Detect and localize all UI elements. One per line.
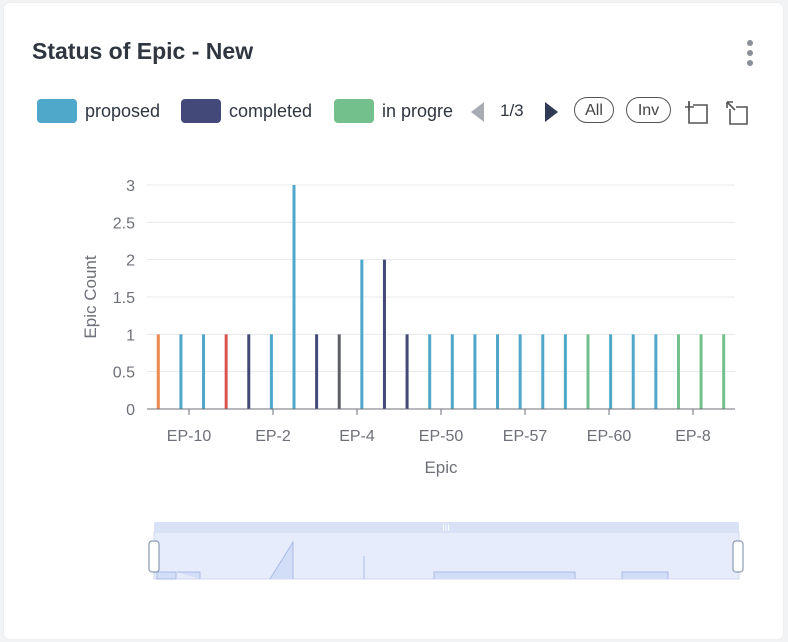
data-zoom-preview (156, 540, 669, 580)
chart-title: Status of Epic - New (32, 38, 254, 64)
data-zoom-left-handle[interactable] (148, 540, 160, 573)
legend-swatch (334, 99, 374, 123)
legend-page-indicator: 1/3 (500, 101, 524, 120)
data-zoom-handle-bar (154, 522, 739, 533)
data-zoom-right-handle[interactable] (732, 540, 744, 573)
inverse-select-button[interactable]: Inv (626, 97, 671, 123)
legend-item-proposed[interactable]: proposed (37, 99, 172, 123)
zoom-reset-icon[interactable] (724, 99, 750, 127)
select-all-button[interactable]: All (574, 97, 614, 123)
legend-label: proposed (85, 101, 161, 121)
legend-label: completed (229, 101, 313, 121)
triangle-right-icon[interactable] (543, 101, 559, 123)
triangle-left-icon[interactable] (470, 101, 486, 123)
zoom-select-icon[interactable] (683, 99, 709, 127)
data-zoom-slider[interactable]: III (148, 522, 744, 580)
legend-item-in-progress[interactable]: in progre (334, 99, 454, 123)
more-vertical-icon[interactable] (742, 38, 758, 68)
data-zoom-grip: III (442, 523, 450, 533)
legend-swatch (181, 99, 221, 123)
legend-swatch (37, 99, 77, 123)
legend-item-completed[interactable]: completed (181, 99, 326, 123)
legend-label: in progre (382, 101, 454, 121)
